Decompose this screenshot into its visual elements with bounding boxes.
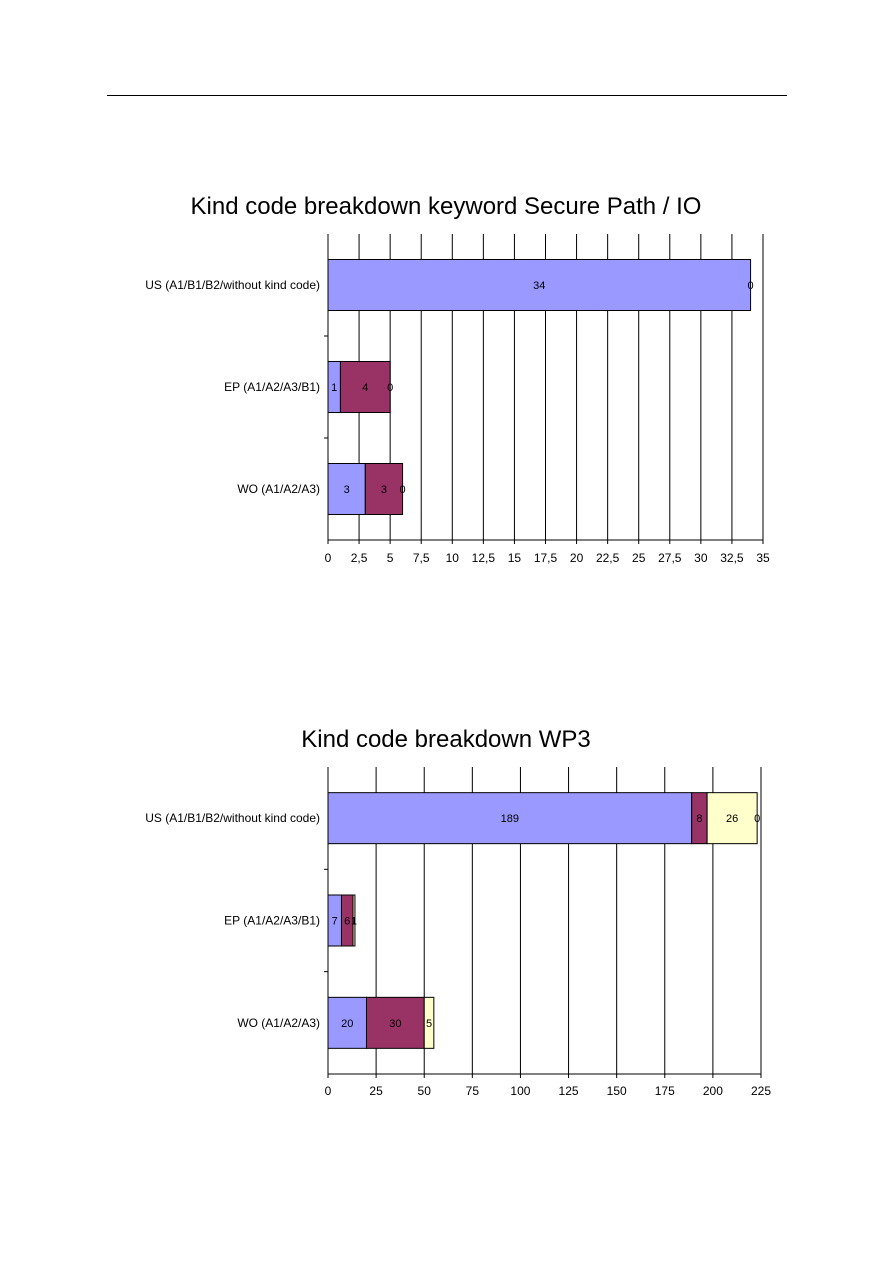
x-tick-label: 17,5 — [534, 551, 558, 565]
x-tick-label: 12,5 — [472, 551, 496, 565]
data-label: 8 — [696, 813, 702, 825]
x-tick-label: 75 — [466, 1084, 480, 1098]
x-tick-label: 225 — [751, 1084, 771, 1098]
data-label: 0 — [400, 484, 406, 496]
x-tick-label: 100 — [510, 1084, 530, 1098]
chart-secure-path-io: Kind code breakdown keyword Secure Path … — [145, 193, 770, 565]
x-tick-label: 32,5 — [720, 551, 744, 565]
data-label: 189 — [501, 813, 519, 825]
category-label: US (A1/B1/B2/without kind code) — [145, 811, 320, 825]
x-tick-label: 200 — [703, 1084, 723, 1098]
x-tick-label: 15 — [508, 551, 522, 565]
category-label: EP (A1/A2/A3/B1) — [224, 380, 320, 394]
x-tick-label: 25 — [632, 551, 646, 565]
header-rule — [107, 95, 787, 96]
data-label: 1 — [331, 382, 337, 394]
data-label: 34 — [533, 280, 545, 292]
x-tick-label: 50 — [418, 1084, 432, 1098]
x-tick-label: 10 — [446, 551, 460, 565]
category-label: US (A1/B1/B2/without kind code) — [145, 278, 320, 292]
category-label: WO (A1/A2/A3) — [237, 1016, 320, 1030]
category-label: WO (A1/A2/A3) — [237, 482, 320, 496]
bar-segment — [423, 996, 435, 1049]
data-label: 7 — [332, 916, 338, 928]
data-label: 6 — [344, 916, 350, 928]
chart-title: Kind code breakdown keyword Secure Path … — [191, 193, 702, 220]
bar-segment — [352, 894, 356, 947]
category-label: EP (A1/A2/A3/B1) — [224, 914, 320, 928]
x-tick-label: 0 — [325, 1084, 332, 1098]
x-tick-label: 22,5 — [596, 551, 620, 565]
x-tick-label: 0 — [325, 551, 332, 565]
x-tick-label: 30 — [694, 551, 708, 565]
x-tick-label: 20 — [570, 551, 584, 565]
data-label: 30 — [389, 1018, 401, 1030]
x-tick-label: 175 — [655, 1084, 675, 1098]
x-tick-label: 35 — [756, 551, 770, 565]
x-tick-label: 150 — [607, 1084, 627, 1098]
data-label: 4 — [362, 382, 368, 394]
bar-segment — [327, 996, 367, 1049]
data-label: 0 — [387, 382, 393, 394]
bar-segment — [364, 463, 404, 515]
data-label: 5 — [426, 1018, 432, 1030]
bar-segment — [365, 996, 425, 1049]
x-tick-label: 7,5 — [413, 551, 430, 565]
bar-segment — [327, 463, 366, 515]
data-label: 3 — [381, 484, 387, 496]
bar-segment — [706, 792, 758, 845]
bar-segment — [327, 792, 693, 845]
bar-segment — [327, 259, 752, 311]
bar-segment — [339, 361, 391, 413]
x-tick-label: 27,5 — [658, 551, 682, 565]
x-tick-label: 125 — [559, 1084, 579, 1098]
x-tick-label: 25 — [369, 1084, 383, 1098]
x-tick-label: 5 — [387, 551, 394, 565]
chart-title: Kind code breakdown WP3 — [301, 726, 591, 753]
x-tick-label: 2,5 — [351, 551, 368, 565]
data-label: 26 — [726, 813, 738, 825]
data-label: 1 — [351, 916, 357, 928]
data-label: 0 — [748, 280, 754, 292]
data-label: 0 — [754, 813, 760, 825]
data-label: 20 — [341, 1018, 353, 1030]
data-label: 3 — [344, 484, 350, 496]
